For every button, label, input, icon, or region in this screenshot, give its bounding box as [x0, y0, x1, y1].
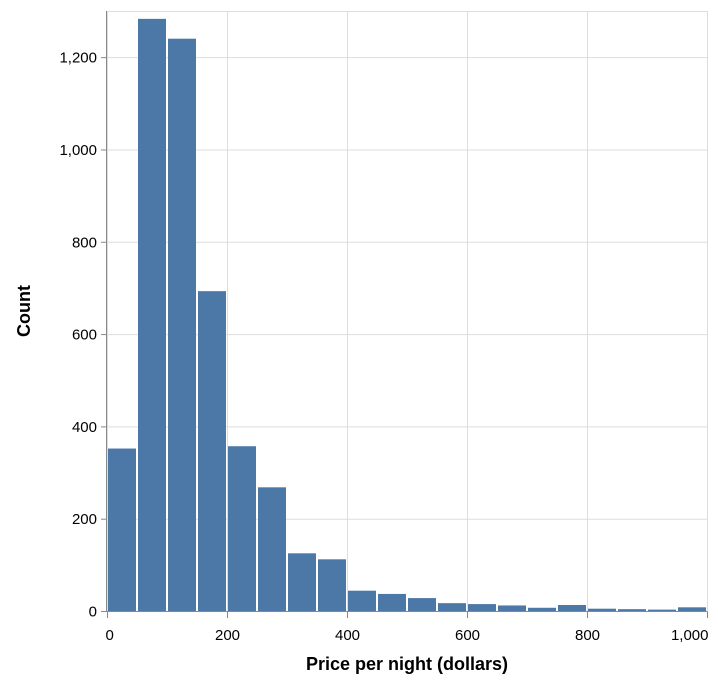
x-tick-label-0: 0: [106, 627, 114, 644]
bar-700-750: [528, 607, 556, 611]
x-tick-label-5: 1,000: [671, 627, 709, 644]
bar-0-50: [108, 448, 136, 611]
bar-950-1000: [678, 607, 706, 611]
bar-200-250: [228, 446, 256, 611]
y-tick-label-6: 1,200: [59, 50, 97, 67]
bar-150-200: [198, 291, 226, 611]
bar-400-450: [348, 590, 376, 611]
y-tick-label-0: 0: [89, 604, 97, 621]
x-tick-label-4: 800: [575, 627, 600, 644]
bar-650-700: [498, 605, 526, 611]
bar-600-650: [468, 604, 496, 611]
y-tick-label-4: 800: [72, 234, 97, 251]
tick-labels: 0 200 400 600 800 1,000 1,200 0 200 400 600 800 1,00…: [59, 50, 708, 644]
y-axis-title: Count: [14, 285, 34, 337]
bars: [108, 18, 706, 612]
bar-500-550: [408, 598, 436, 611]
x-axis-title: Price per night (dollars): [306, 654, 508, 674]
bar-900-950: [648, 609, 676, 611]
bar-450-500: [378, 593, 406, 611]
y-tick-label-2: 400: [72, 419, 97, 436]
grid-lines: [107, 11, 708, 612]
y-tick-label-3: 600: [72, 327, 97, 344]
bar-350-400: [318, 559, 346, 611]
bar-750-800: [558, 605, 586, 611]
bar-850-900: [618, 609, 646, 611]
x-tick-label-2: 400: [335, 627, 360, 644]
bar-50-100: [138, 18, 166, 612]
bar-300-350: [288, 553, 316, 611]
axes: [101, 11, 708, 618]
bar-800-850: [588, 608, 616, 611]
bar-550-600: [438, 603, 466, 611]
bar-250-300: [258, 487, 286, 611]
x-tick-label-3: 600: [455, 627, 480, 644]
bar-100-150: [168, 38, 196, 611]
y-tick-label-1: 200: [72, 511, 97, 528]
y-tick-label-5: 1,000: [59, 142, 97, 159]
x-tick-label-1: 200: [215, 627, 240, 644]
